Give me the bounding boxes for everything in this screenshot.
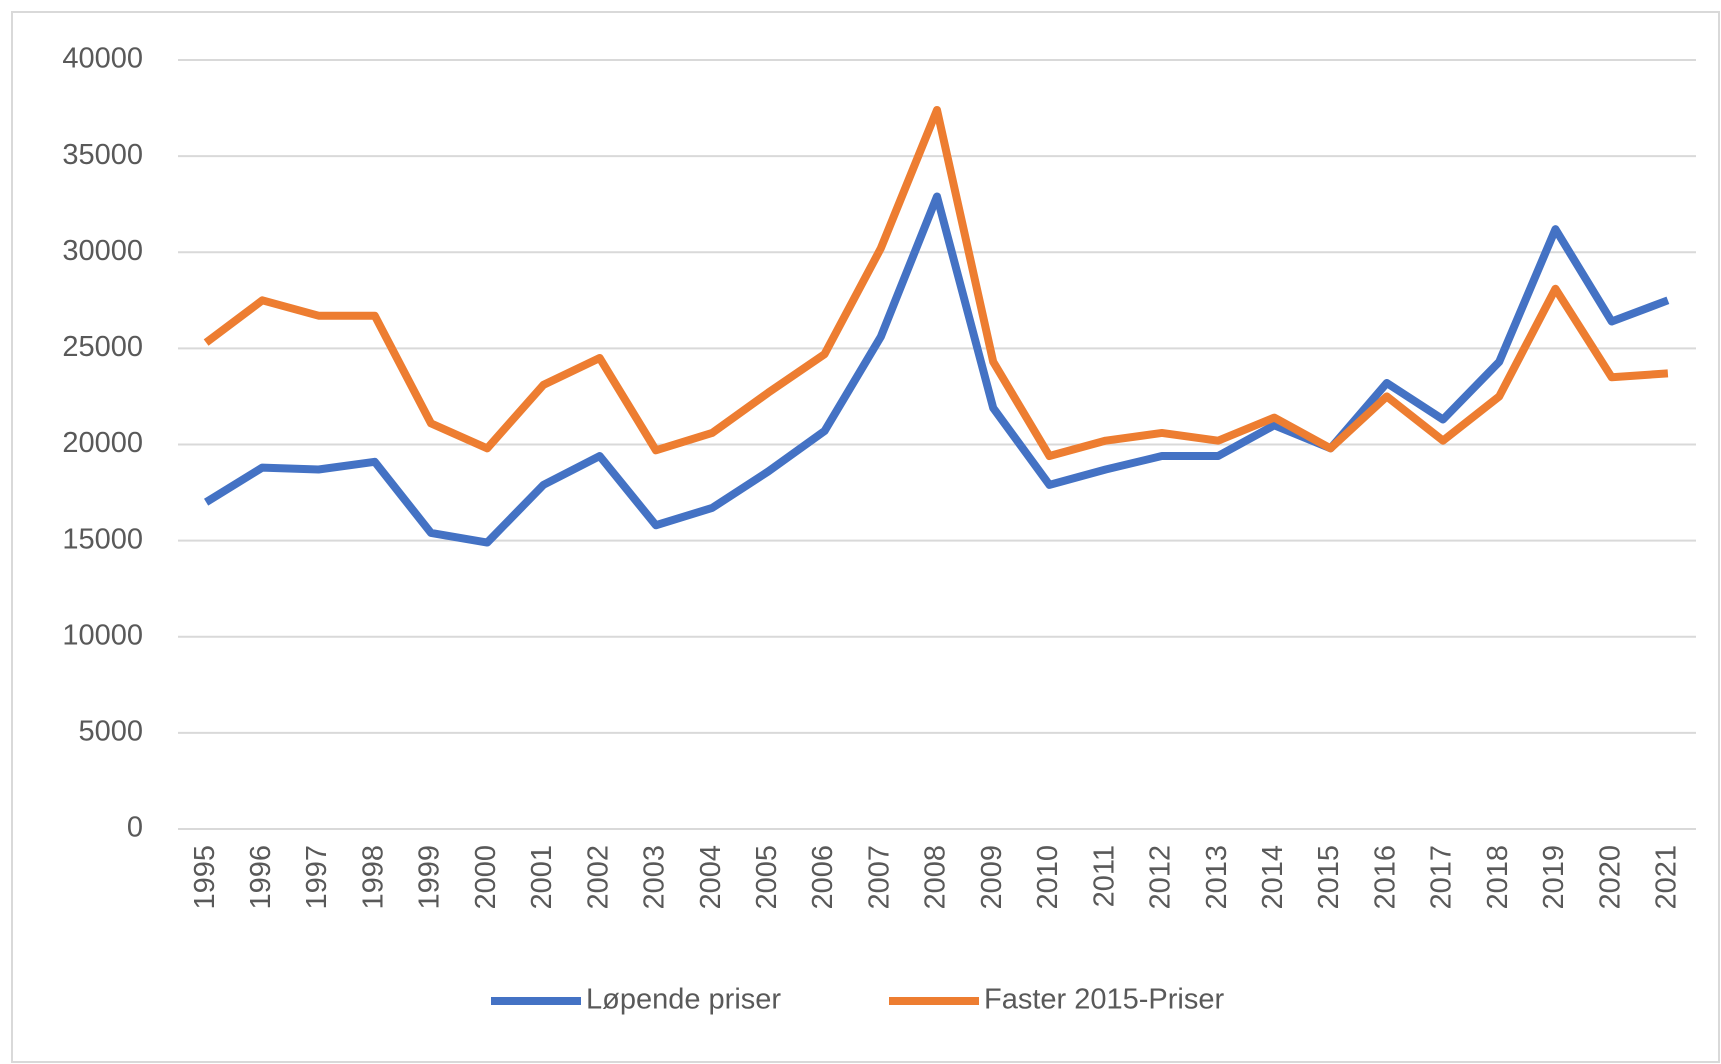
x-tick-label: 1995: [189, 845, 221, 910]
x-tick-label: 2017: [1426, 845, 1458, 910]
x-tick-label: 2008: [920, 845, 952, 910]
x-tick-label: 2013: [1201, 845, 1233, 910]
y-tick-label: 5000: [78, 716, 143, 748]
chart-frame: [11, 11, 1720, 1063]
x-tick-label: 2012: [1145, 845, 1177, 910]
x-tick-label: 1997: [301, 845, 333, 910]
x-tick-label: 2007: [863, 845, 895, 910]
x-tick-label: 2018: [1482, 845, 1514, 910]
x-tick-label: 2015: [1313, 845, 1345, 910]
x-tick-label: 2010: [1032, 845, 1064, 910]
line-series: [204, 192, 1670, 547]
y-tick-label: 10000: [62, 619, 143, 651]
line-series: [203, 105, 1669, 461]
x-tick-label: 2001: [526, 845, 558, 910]
y-tick-label: 0: [127, 812, 143, 844]
x-tick-label: 2005: [751, 845, 783, 910]
y-tick-label: 40000: [62, 43, 143, 75]
x-tick-label: 2020: [1594, 845, 1626, 910]
x-tick-label: 2004: [695, 845, 727, 910]
legend-label: Løpende priser: [586, 984, 781, 1016]
x-tick-label: 1998: [357, 845, 389, 910]
x-tick-label: 2014: [1257, 845, 1289, 910]
x-tick-label: 2006: [807, 845, 839, 910]
legend-label: Faster 2015-Priser: [984, 984, 1224, 1016]
x-tick-label: 1999: [414, 845, 446, 910]
x-tick-label: 2000: [470, 845, 502, 910]
x-tick-label: 2009: [976, 845, 1008, 910]
x-tick-label: 2021: [1651, 845, 1683, 910]
x-tick-label: 2002: [582, 845, 614, 910]
x-tick-label: 2019: [1538, 845, 1570, 910]
x-tick-label: 2016: [1369, 845, 1401, 910]
y-tick-label: 20000: [62, 427, 143, 459]
y-tick-label: 25000: [62, 331, 143, 363]
x-tick-label: 2003: [639, 845, 671, 910]
y-tick-label: 30000: [62, 235, 143, 267]
x-tick-label: 2011: [1088, 845, 1120, 907]
y-tick-label: 15000: [62, 523, 143, 555]
x-tick-label: 1996: [245, 845, 277, 910]
y-tick-label: 35000: [62, 139, 143, 171]
